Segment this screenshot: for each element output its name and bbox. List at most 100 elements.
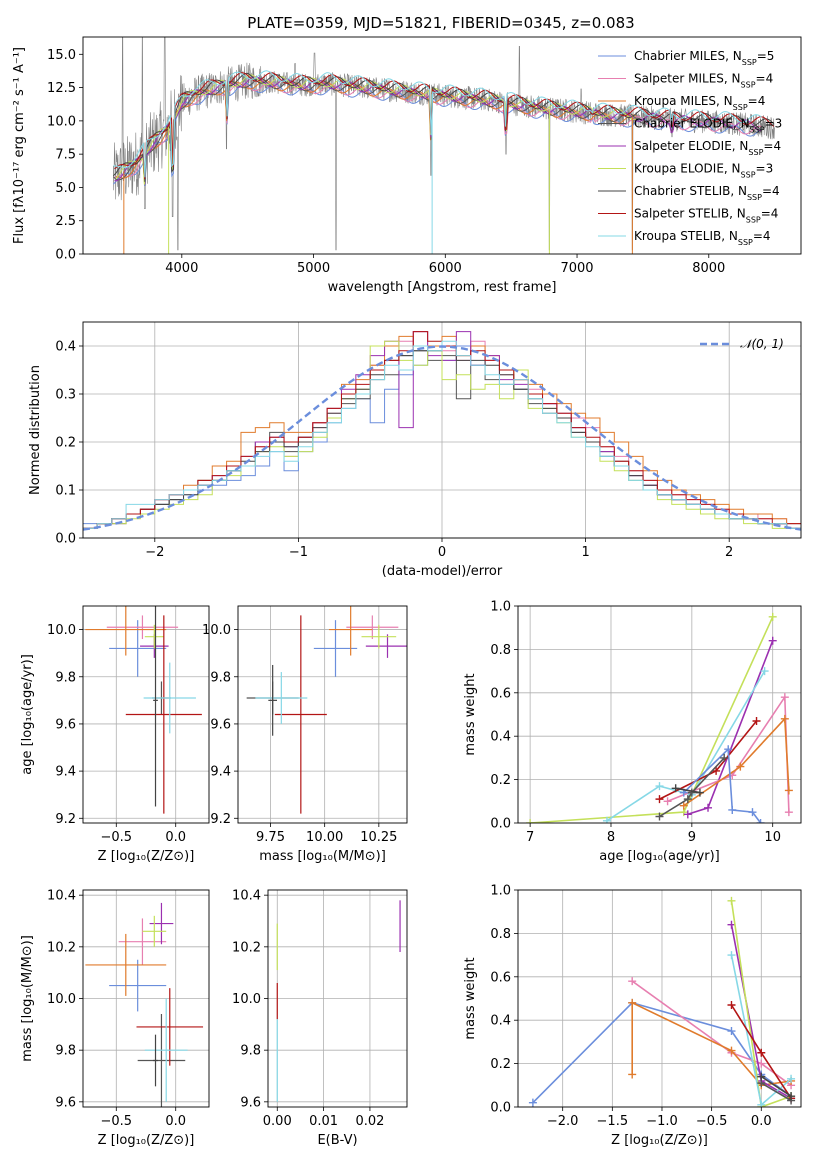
legend-subscript: SSP [746,215,761,224]
weight-series-line [760,1075,792,1097]
x-axis-label: Z [log₁₀(Z/Z⊙)] [98,1133,195,1148]
weight-marker [768,612,777,621]
weight-marker [720,753,729,762]
y-tick-label: 10.2 [232,940,261,955]
y-axis-label: mass weight [463,957,478,1039]
x-tick-label: −0.5 [100,830,132,845]
y-tick-label: 2.5 [55,214,76,229]
ebv_vs_mass-axes: 0.00 0.01 0.02 9.6 9.8 10.0 10.2 10.4 E(B-V) [232,889,408,1148]
weight-marker [663,797,672,806]
weight-marker [757,1048,766,1057]
legend-subscript: SSP [741,80,756,89]
y-tick-label: 0.0 [55,248,76,263]
x-tick-label: −2 [145,545,164,560]
mass_vs_age-axes: 9.75 10.00 10.25 9.2 9.4 9.6 9.8 10.0 mass [log₁… [202,605,408,864]
x-tick-label: −0.5 [100,1114,132,1129]
legend-suffix: =4 [756,72,774,86]
legend-entry: Kroupa ELODIE, NSSP=3 [634,162,773,180]
weight-marker [780,714,789,723]
weight-marker [784,808,793,817]
weight-marker [728,805,737,814]
weight-series-line [730,900,792,1107]
weight-marker [768,636,777,645]
axes-frame [82,36,802,255]
weight-marker [602,816,611,823]
y-tick-label: 0.4 [490,1014,511,1029]
gaussian-curve [83,345,801,531]
x-tick-label: −0.5 [696,1114,728,1129]
x-tick-label: 8000 [692,261,725,276]
error-bar-point [268,664,277,736]
weight-marker [683,795,692,804]
x-tick-label: 0.0 [751,1114,772,1129]
weight-marker [787,1092,796,1101]
error-bars [276,900,401,1102]
legend-label: Salpeter ELODIE, N [634,139,748,153]
y-tick-label: 10.0 [47,992,76,1007]
y-tick-label: 9.6 [55,717,76,732]
y-tick-label: 0.8 [490,927,511,942]
weight_vs_z-axes: −2.0 −1.5 −1.0 −0.5 0.0 0.0 0.2 0.4 0.6 0.8 1.0 Z [… [463,884,802,1148]
y-tick-label: 9.8 [55,670,76,685]
legend-suffix: =4 [748,94,766,108]
weight-marker [727,1027,736,1036]
y-tick-label: 0.8 [490,643,511,658]
model-spectrum-line [114,81,762,184]
legend-entry: Salpeter ELODIE, NSSP=4 [634,139,781,157]
weight_vs_age-axes: 7 8 9 10 0.0 0.2 0.4 0.6 0.8 1.0 age [log₁₀(age/yr… [463,600,802,864]
y-tick-label: 10.0 [47,114,76,129]
weight-marker [727,896,736,905]
x-tick-label: 8 [607,830,615,845]
spectrum-traces [112,37,775,254]
x-axis-label: age [log₁₀(age/yr)] [599,849,720,864]
weight-series-line [760,1082,792,1102]
weight-marker [727,951,736,960]
weight-marker [526,819,535,823]
x-axis-label: mass [log₁₀(M/M⊙)] [259,849,386,864]
error-bar-point [361,624,397,649]
z_vs_age-axes: −0.5 0.0 9.2 9.4 9.6 9.8 10.0 Z [log₁₀(Z/Z⊙)] ag… [20,605,210,864]
weight-series-line [683,716,790,807]
weight-marker [679,801,688,810]
model-spectrum-line [113,70,762,178]
weight-marker [704,803,713,812]
y-axis-label: age [log₁₀(age/yr)] [20,654,35,775]
axes-frame [267,889,408,1108]
legend-entry: 𝒩(0, 1) [740,337,784,351]
weight-marker [757,1072,766,1081]
legend-label: Salpeter STELIB, N [634,207,746,221]
weight-marker [736,762,745,771]
error-bar-point [144,998,188,1102]
weight-marker [712,766,721,775]
error-bar-point [136,988,204,1066]
error-bar-point [149,902,174,945]
legend-entry: Kroupa MILES, NSSP=4 [634,94,765,112]
weight-marker [671,784,680,793]
error-bar-point [346,615,399,640]
y-tick-label: 9.2 [210,812,231,827]
y-tick-label: 9.6 [240,1095,261,1110]
error-bar-point [274,615,327,814]
y-tick-label: 10.0 [202,623,231,638]
y-tick-label: 0.6 [490,970,511,985]
legend-label: Chabrier STELIB, N [634,184,747,198]
axes-frame [82,605,210,824]
weight-marker [760,667,769,676]
x-tick-label: 10 [764,830,781,845]
weight-marker [756,819,765,823]
weight-marker [748,808,757,817]
axes-frame [237,605,408,824]
y-axis-label: mass weight [463,673,478,755]
model-spectrum-line [114,72,775,180]
x-tick-label: 9 [688,830,696,845]
weight-marker [655,812,664,821]
y-tick-label: 7.5 [55,148,76,163]
legend-subscript: SSP [747,193,762,202]
legend-label: Kroupa MILES, N [634,94,733,108]
y-axis-label: Flux [fλ10⁻¹⁷ erg cm⁻² s⁻¹ A⁻¹] [12,47,27,244]
legend-entry: Chabrier MILES, NSSP=5 [634,49,774,67]
x-tick-label: 0.0 [165,830,186,845]
x-tick-label: 5000 [297,261,330,276]
y-tick-label: 0.0 [55,532,76,547]
